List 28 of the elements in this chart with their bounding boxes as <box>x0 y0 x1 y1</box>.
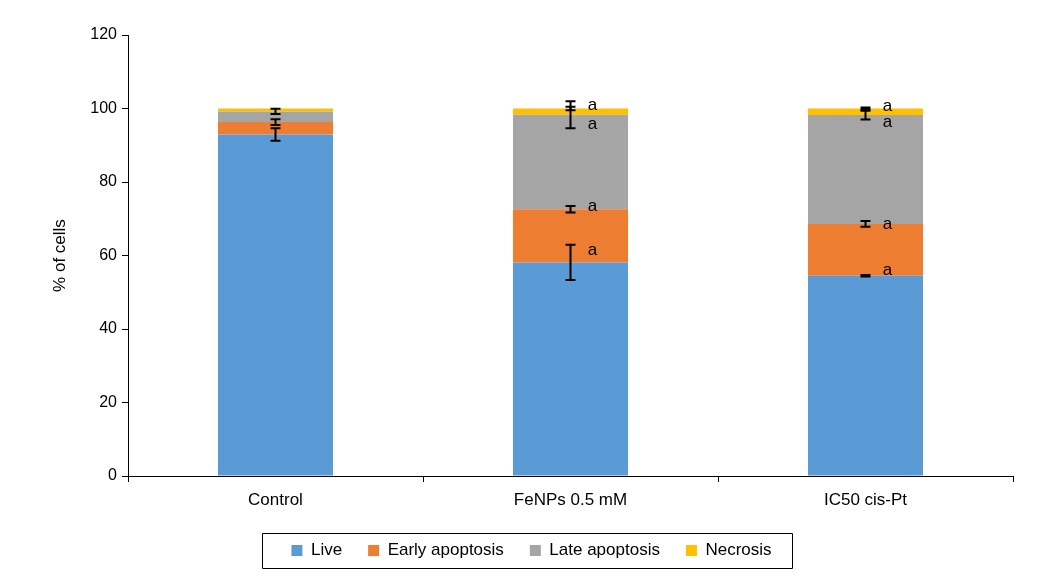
x-tick-label: IC50 cis-Pt <box>823 489 908 509</box>
bar <box>217 134 334 476</box>
y-tick-label: 0 <box>108 466 118 484</box>
y-tick-label: 120 <box>90 25 118 43</box>
bar <box>217 111 334 123</box>
annotation: a <box>587 239 598 259</box>
y-axis-title: % of cells <box>49 219 69 292</box>
y-tick-label: 40 <box>99 319 118 337</box>
y-tick-label: 60 <box>99 245 118 263</box>
legend-label: Live <box>310 540 343 560</box>
bar <box>512 262 629 476</box>
annotation: a <box>587 113 598 133</box>
bar <box>512 209 629 263</box>
annotation: a <box>882 213 893 233</box>
x-tick-label: Control <box>248 489 303 509</box>
bar <box>217 122 334 135</box>
legend-label: Necrosis <box>705 540 772 560</box>
y-tick-label: 100 <box>90 98 118 116</box>
bar <box>807 275 924 476</box>
y-tick-label: 20 <box>99 392 118 410</box>
legend-label: Late apoptosis <box>549 540 660 560</box>
annotation: a <box>882 112 893 132</box>
bar <box>512 108 629 115</box>
bar <box>512 114 629 210</box>
legend-label: Early apoptosis <box>387 540 504 560</box>
annotation: a <box>882 260 893 280</box>
x-tick-label: FeNPs 0.5 mM <box>513 489 628 509</box>
y-tick-label: 80 <box>99 172 118 190</box>
